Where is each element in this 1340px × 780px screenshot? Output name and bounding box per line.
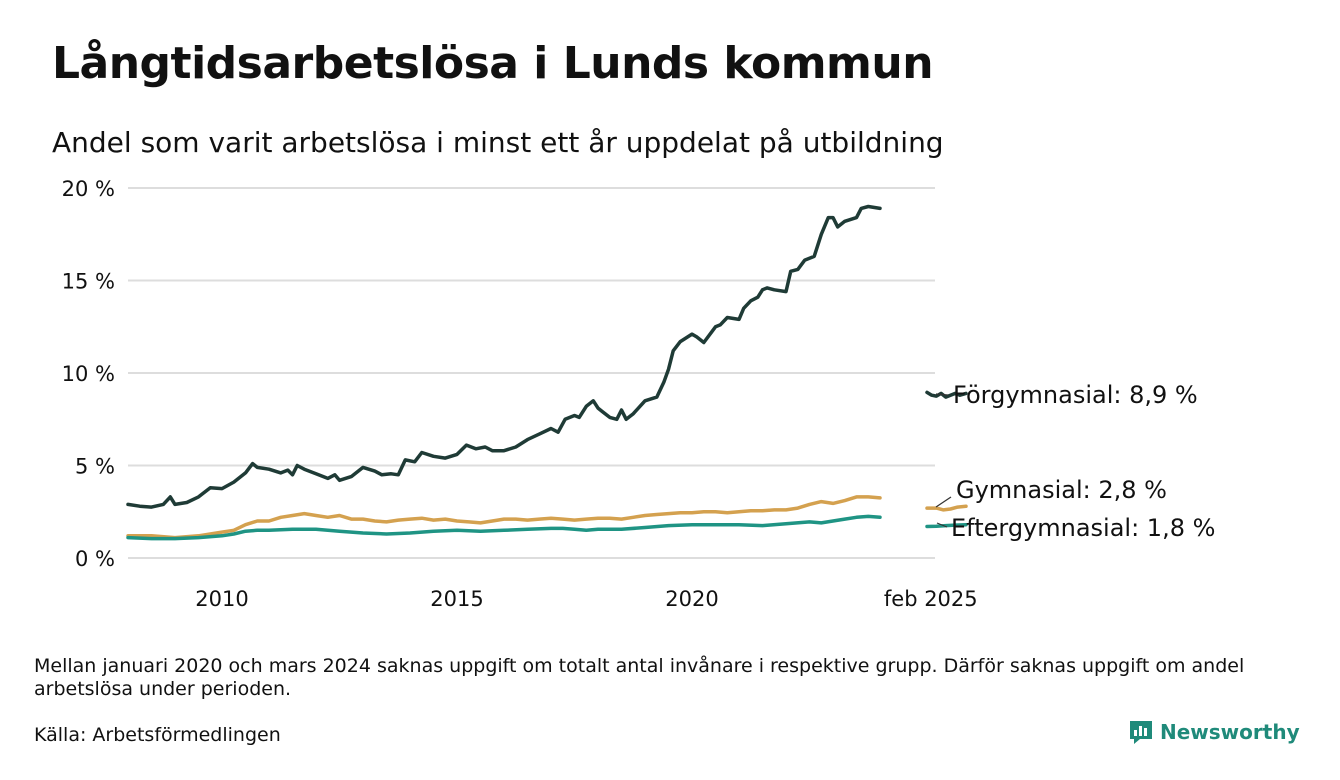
line-chart: 0 % 5 % 10 % 15 % 20 % 2010 2015 2020 feb 2025 Fö… (62, 177, 1216, 611)
series-line (126, 204, 882, 509)
bar-chart-speech-bubble-icon (1130, 721, 1152, 744)
series-line (925, 504, 968, 512)
series-line (126, 514, 882, 541)
page-subtitle: Andel som varit arbetslösa i minst ett å… (52, 126, 944, 159)
source-text: Källa: Arbetsförmedlingen (34, 724, 281, 746)
x-tick-label: 2010 (195, 587, 248, 611)
series-end-label: Eftergymnasial: 1,8 % (951, 514, 1215, 542)
label-leader-line (935, 496, 952, 508)
x-tick-label: 2015 (430, 587, 483, 611)
series-line (925, 390, 968, 399)
y-tick-label: 15 % (62, 270, 115, 294)
x-tick-label: feb 2025 (884, 587, 978, 611)
y-tick-label: 20 % (62, 177, 115, 201)
brand-logo: Newsworthy (1128, 719, 1300, 745)
series-end-label: Förgymnasial: 8,9 % (953, 381, 1198, 409)
series-end-label: Gymnasial: 2,8 % (956, 476, 1167, 504)
footnote: Mellan januari 2020 och mars 2024 saknas… (34, 655, 1245, 700)
page-title: Långtidsarbetslösa i Lunds kommun (52, 38, 934, 89)
series-line (925, 522, 968, 529)
y-tick-label: 0 % (75, 547, 115, 571)
x-tick-label: 2020 (665, 587, 718, 611)
y-tick-label: 10 % (62, 362, 115, 386)
label-leader-line (935, 393, 949, 396)
series-line (126, 495, 882, 540)
y-tick-label: 5 % (75, 455, 115, 479)
label-leader-line (936, 522, 948, 528)
brand-name: Newsworthy (1160, 720, 1300, 744)
